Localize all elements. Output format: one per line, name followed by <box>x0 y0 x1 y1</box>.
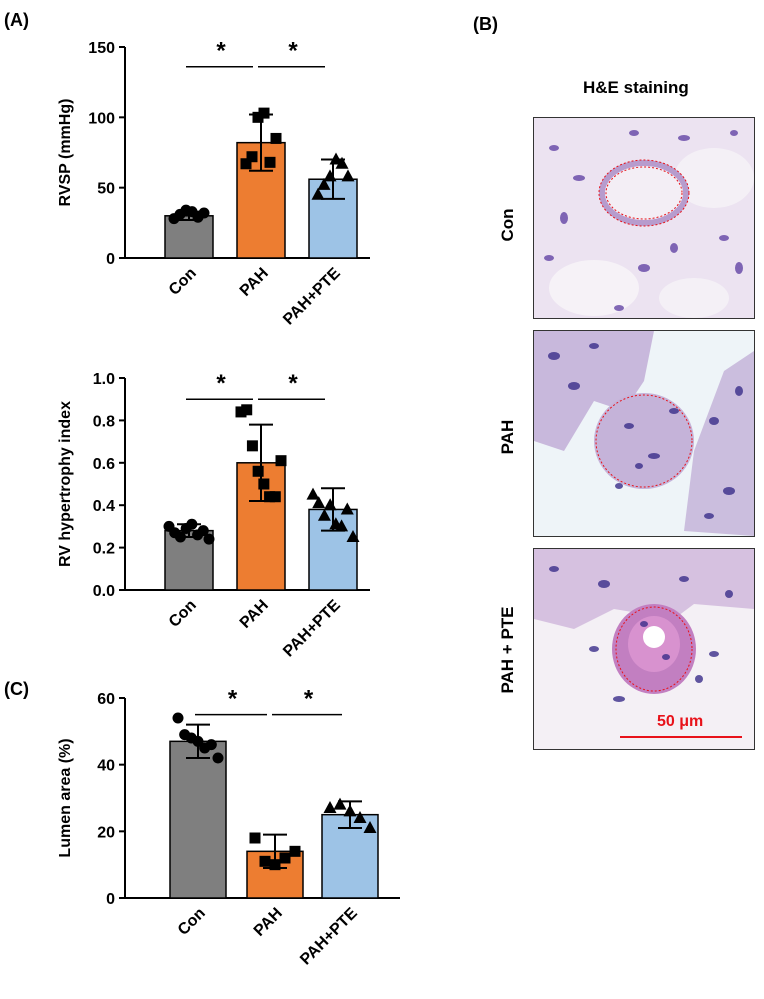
x-tick-label: PAH+PTE <box>280 597 344 661</box>
y-tick-label: 1.0 <box>93 371 115 388</box>
data-point <box>311 187 325 200</box>
he-image-pah-pte <box>533 548 755 750</box>
y-tick-label: 0 <box>106 891 115 908</box>
bar-Con <box>169 740 227 899</box>
y-tick-label: 0.6 <box>93 456 115 473</box>
x-tick-label: Con <box>175 905 209 939</box>
data-point <box>264 156 276 168</box>
he-row-label-pah: PAH <box>498 419 517 455</box>
data-point <box>306 487 320 500</box>
data-point <box>317 177 331 190</box>
data-point <box>174 531 186 543</box>
data-point <box>335 519 349 532</box>
significance-star: * <box>288 38 298 65</box>
data-point <box>212 752 224 764</box>
data-point <box>363 821 377 833</box>
significance-star: * <box>288 370 298 397</box>
data-point <box>317 508 331 521</box>
data-point <box>258 478 270 490</box>
y-tick-label: 0.4 <box>93 498 115 515</box>
data-point <box>241 404 253 416</box>
y-tick-label: 150 <box>88 40 115 57</box>
scale-bar-label: 50 μm <box>657 713 704 730</box>
data-point <box>343 804 357 817</box>
chart-lumen-area: 0 20 40 60 Lumen area (%) Con PAH PAH+PTE * * <box>57 686 400 969</box>
data-point <box>323 169 337 182</box>
he-image-con <box>533 117 755 319</box>
data-point <box>252 465 264 477</box>
y-axis-label: RVSP (mmHg) <box>57 99 74 207</box>
y-axis-label: RV hypertrophy index <box>57 401 74 567</box>
data-point <box>289 845 301 857</box>
data-point <box>341 169 355 182</box>
x-tick-label: PAH <box>237 597 272 632</box>
he-image-pah <box>533 330 755 537</box>
data-point <box>203 533 215 545</box>
he-row-label-con: Con <box>498 208 517 242</box>
y-tick-label: 20 <box>97 824 115 841</box>
data-point <box>192 735 204 747</box>
tissue-image-con <box>534 118 754 318</box>
data-point <box>259 855 271 867</box>
data-point <box>329 152 343 165</box>
significance-star: * <box>228 686 238 713</box>
data-point <box>333 797 347 810</box>
chart-rvsp: 0 50 100 150 RVSP (mmHg) Con PAH PAH+PTE * * <box>57 38 370 329</box>
y-tick-label: 50 <box>97 181 115 198</box>
data-point <box>269 491 281 503</box>
data-point <box>172 712 184 724</box>
x-tick-label: Con <box>166 265 200 299</box>
significance-star: * <box>216 38 226 65</box>
x-tick-label: PAH+PTE <box>297 905 361 969</box>
data-point <box>323 801 337 813</box>
x-tick-label: Con <box>166 597 200 631</box>
significance-star: * <box>304 686 314 713</box>
data-point <box>323 498 337 511</box>
x-tick-label: PAH <box>237 265 272 300</box>
data-point <box>240 158 252 170</box>
he-title: H&E staining <box>583 78 689 97</box>
data-point <box>340 502 354 515</box>
data-point <box>186 518 198 530</box>
data-point <box>205 739 217 751</box>
y-tick-label: 0.8 <box>93 413 115 430</box>
data-point <box>197 525 209 537</box>
data-point <box>198 207 210 219</box>
data-point <box>264 491 276 503</box>
y-tick-label: 60 <box>97 691 115 708</box>
y-tick-label: 0.0 <box>93 583 115 600</box>
he-row-label-pah-pte: PAH + PTE <box>498 606 517 694</box>
data-point <box>335 156 349 169</box>
data-point <box>353 811 367 823</box>
y-tick-label: 0.2 <box>93 541 115 558</box>
tissue-image-pah-pte <box>534 549 754 749</box>
panel-label-a: (A) <box>4 10 29 30</box>
y-tick-label: 0 <box>106 251 115 268</box>
panel-label-b: (B) <box>473 14 498 34</box>
tissue-image-pah <box>534 331 754 536</box>
data-point <box>269 859 281 871</box>
data-point <box>246 151 258 163</box>
x-tick-label: PAH <box>251 905 286 940</box>
data-point <box>246 440 258 452</box>
significance-star: * <box>216 370 226 397</box>
data-point <box>235 406 247 418</box>
data-point <box>312 496 326 509</box>
y-tick-label: 100 <box>88 110 115 127</box>
x-tick-label: PAH+PTE <box>280 265 344 329</box>
panel-label-c: (C) <box>4 679 29 699</box>
chart-rv-hypertrophy: 0.0 0.2 0.4 0.6 0.8 1.0 RV hypertrophy index Co… <box>57 370 370 661</box>
data-point <box>279 852 291 864</box>
data-point <box>270 132 282 144</box>
bar-Con <box>164 215 214 259</box>
y-tick-label: 40 <box>97 758 115 775</box>
data-point <box>249 832 261 844</box>
data-point <box>346 530 360 542</box>
data-point <box>252 111 264 123</box>
data-point <box>275 455 287 467</box>
data-point <box>258 107 270 119</box>
y-axis-label: Lumen area (%) <box>57 738 74 857</box>
